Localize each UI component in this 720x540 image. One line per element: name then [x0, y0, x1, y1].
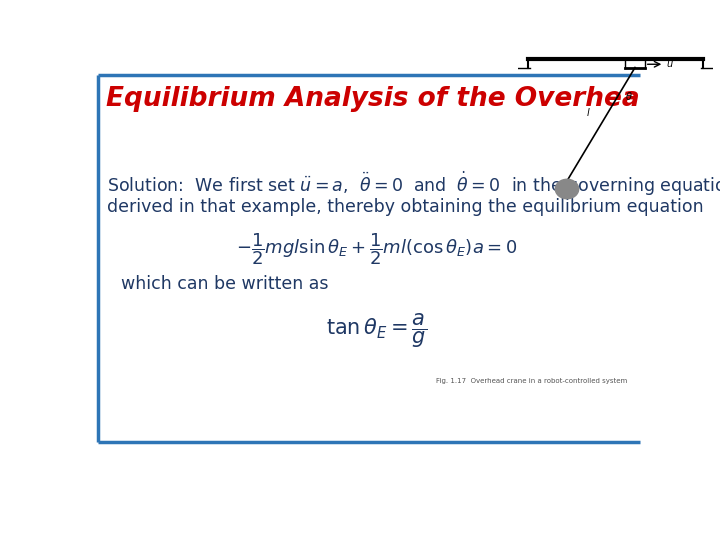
Text: $\tan\theta_E = \dfrac{a}{g}$: $\tan\theta_E = \dfrac{a}{g}$	[326, 311, 427, 350]
Text: which can be written as: which can be written as	[121, 275, 328, 293]
Text: $u$: $u$	[666, 59, 674, 69]
Text: derived in that example, thereby obtaining the equilibrium equation: derived in that example, thereby obtaini…	[107, 198, 703, 216]
Text: $-\dfrac{1}{2}mgl\sin\theta_E + \dfrac{1}{2}ml\left(\cos\theta_E\right)a = 0$: $-\dfrac{1}{2}mgl\sin\theta_E + \dfrac{1…	[236, 232, 518, 267]
Circle shape	[555, 179, 579, 199]
Text: $l$: $l$	[586, 106, 591, 118]
Text: Solution:  We first set $\ddot{u} = a$,  $\ddot{\theta} = 0$  and  $\dot{\theta}: Solution: We first set $\ddot{u} = a$, $…	[107, 170, 720, 198]
Text: Fig. 1.17  Overhead crane in a robot-controlled system: Fig. 1.17 Overhead crane in a robot-cont…	[436, 377, 627, 383]
Text: Equilibrium Analysis of the Overhea: Equilibrium Analysis of the Overhea	[106, 86, 639, 112]
Text: $\theta$: $\theta$	[625, 90, 633, 102]
